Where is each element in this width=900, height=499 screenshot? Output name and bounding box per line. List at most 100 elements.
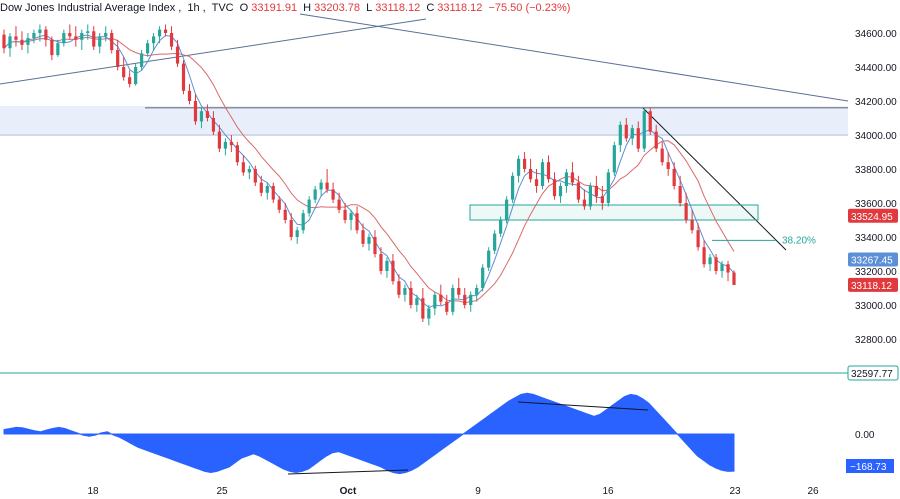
candle-body <box>199 111 204 122</box>
candle <box>301 209 305 234</box>
change-value: −75.50 (−0.23%) <box>488 2 571 14</box>
candle-body <box>50 39 54 56</box>
candle-body <box>433 294 437 309</box>
candle-body <box>211 118 216 132</box>
oscillator-divergence-low <box>287 469 409 475</box>
candle <box>624 118 628 142</box>
candle-body <box>493 233 497 251</box>
candle <box>564 169 569 193</box>
candle-body <box>331 189 335 200</box>
candle-body <box>540 162 545 186</box>
candle <box>511 172 515 203</box>
candle-body <box>445 301 449 312</box>
candle-body <box>421 298 425 319</box>
candle-body <box>247 169 251 173</box>
candle-body <box>702 247 706 265</box>
candle-body <box>427 308 431 319</box>
candle <box>343 203 347 224</box>
falling-trendline <box>299 13 849 102</box>
candle-body <box>516 158 521 176</box>
candle-body <box>146 43 150 54</box>
candle <box>277 196 281 214</box>
candle <box>582 189 587 210</box>
candle <box>307 196 311 217</box>
price-axis[interactable]: 32800.00 33000.00 33200.00 33400.00 33600.00… <box>855 29 897 346</box>
candle <box>654 124 658 152</box>
candle-body <box>319 182 323 190</box>
candle <box>199 107 204 129</box>
candle <box>14 26 18 47</box>
candle <box>516 155 521 183</box>
candle <box>229 135 233 152</box>
candle <box>732 270 736 285</box>
candle <box>331 182 335 203</box>
candle-body <box>642 111 646 149</box>
candle-body <box>457 288 461 295</box>
candle <box>217 124 222 152</box>
candle <box>235 141 239 166</box>
candle <box>128 70 132 88</box>
candle <box>696 223 700 251</box>
candle-body <box>157 29 162 37</box>
candle <box>62 29 66 47</box>
low-value: 33118.12 <box>375 2 421 14</box>
candle <box>409 281 413 309</box>
candle-body <box>62 33 66 44</box>
candle-body <box>181 63 186 91</box>
candle <box>289 213 293 241</box>
candle-body <box>564 172 569 186</box>
time-tick-label: Oct <box>340 486 357 497</box>
candle <box>588 182 592 210</box>
time-tick-label: 9 <box>475 486 481 497</box>
candle <box>690 209 694 234</box>
candle <box>50 36 54 61</box>
candle <box>606 169 610 207</box>
candle-body <box>612 145 616 173</box>
candle <box>678 175 682 207</box>
candle <box>558 182 563 203</box>
candle <box>181 60 186 95</box>
candle-body <box>499 220 503 234</box>
candle <box>439 284 443 305</box>
candle <box>636 121 640 152</box>
high-label: H <box>303 2 312 14</box>
candle-body <box>558 186 563 197</box>
candle <box>445 294 449 316</box>
candle-body <box>253 169 257 183</box>
candle <box>44 26 48 47</box>
candle-body <box>301 213 305 231</box>
price-tag-text: 33524.95 <box>851 212 893 223</box>
fast-moving-average <box>3 34 735 309</box>
oscillator-area <box>3 392 735 475</box>
candle-body <box>277 199 281 210</box>
candle-body <box>606 172 610 203</box>
candle-body <box>259 182 263 193</box>
candle-body <box>337 199 341 210</box>
price-tick-label: 33000.00 <box>855 301 897 312</box>
candle <box>618 121 622 152</box>
candle <box>600 186 604 210</box>
chart-legend-header: Dow Jones Industrial Average Index, 1h, … <box>0 2 571 14</box>
candle-body <box>104 33 108 37</box>
candle <box>68 24 72 40</box>
price-tag: 33524.95 <box>848 208 898 223</box>
candle-body <box>56 43 60 56</box>
candle-body <box>217 131 222 149</box>
candle <box>56 39 60 57</box>
candle <box>576 175 581 203</box>
time-tick-label: 25 <box>216 486 228 497</box>
high-value: 33203.78 <box>314 2 361 14</box>
candle-body <box>505 199 509 220</box>
candle-body <box>708 257 712 265</box>
candle-body <box>618 124 622 146</box>
candle <box>720 260 724 278</box>
candle-body <box>86 31 90 33</box>
close-label: C <box>426 2 435 14</box>
time-axis[interactable]: 18 25 Oct 9 16 23 26 <box>87 486 819 497</box>
candle <box>259 175 263 197</box>
candle <box>169 26 174 50</box>
candle-body <box>403 288 407 295</box>
open-value: 33191.91 <box>251 2 298 14</box>
candle-body <box>415 298 419 305</box>
